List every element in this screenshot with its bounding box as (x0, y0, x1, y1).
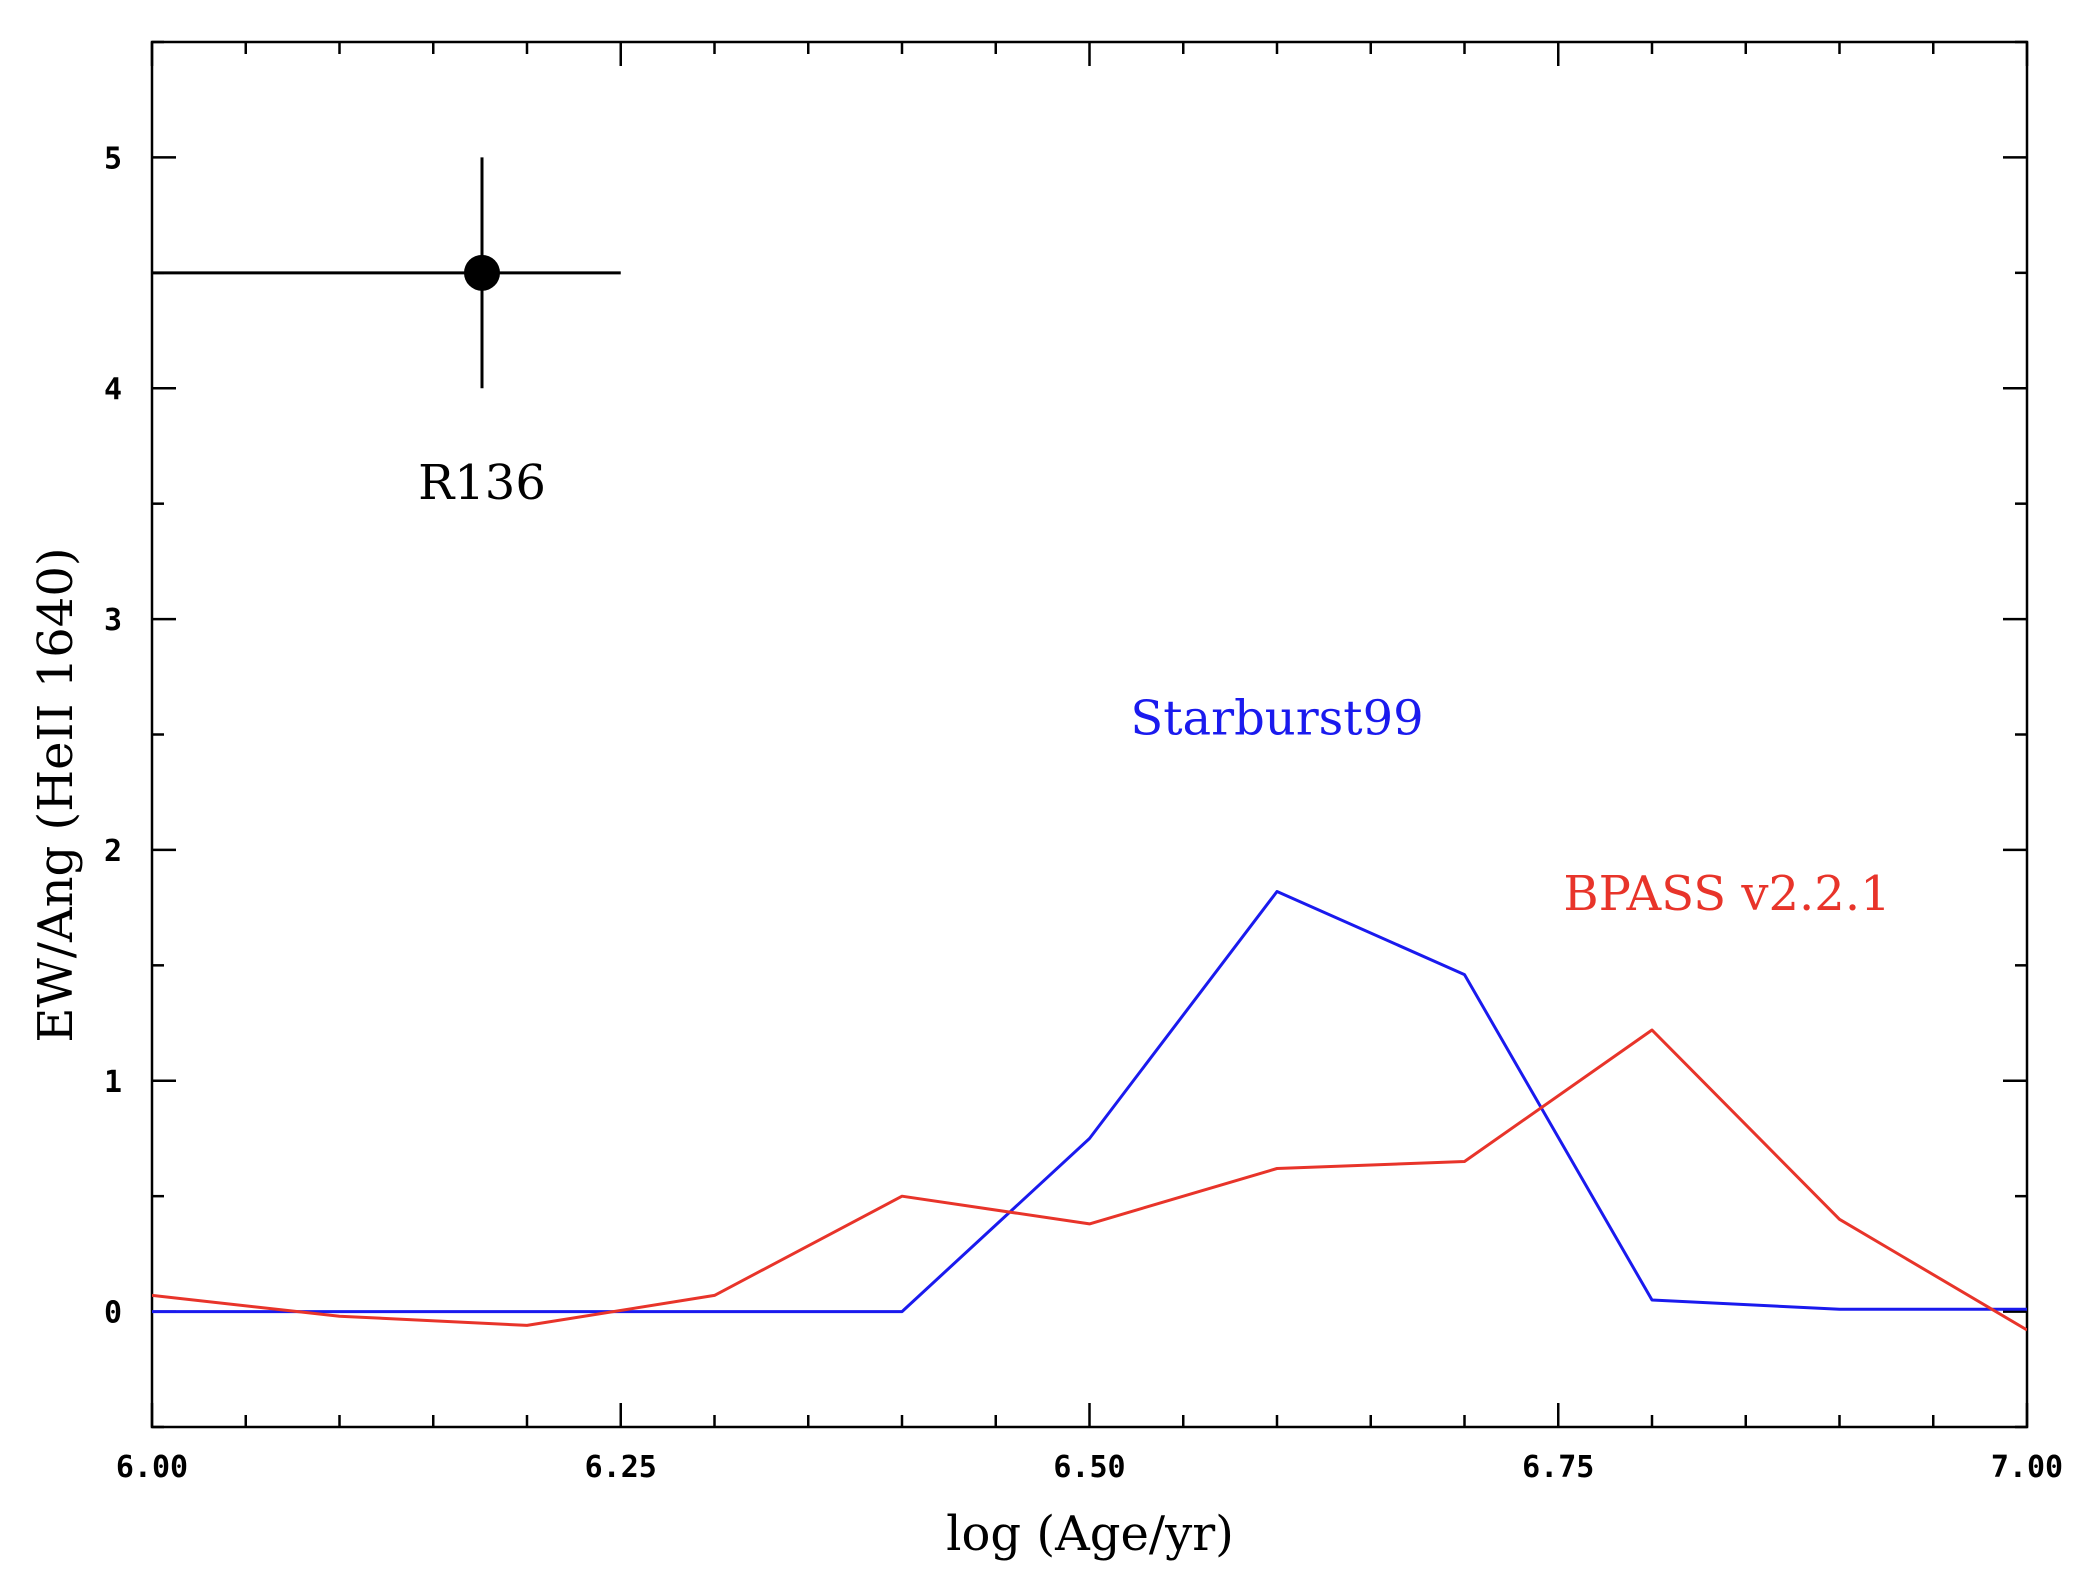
annotation-r136: R136 (418, 455, 546, 511)
series-layer (152, 890, 2027, 1332)
annotations: R136 Starburst99 BPASS v2.2.1 (418, 455, 1891, 922)
y-axis-ticks: 0 1 2 3 4 5 (104, 141, 2027, 1331)
x-tick-label: 6.00 (116, 1450, 188, 1485)
x-axis-ticks: 6.00 6.25 6.50 6.75 7.00 (116, 42, 2063, 1485)
points-layer (152, 157, 621, 389)
y-tick-label: 4 (104, 372, 122, 407)
annotation-starburst99: Starburst99 (1130, 691, 1423, 747)
series-line-bpass-v2-2-1 (152, 1028, 2027, 1332)
annotation-bpass-v2-2-1: BPASS v2.2.1 (1563, 866, 1890, 922)
y-tick-label: 1 (104, 1065, 122, 1100)
x-tick-label: 6.75 (1522, 1450, 1594, 1485)
x-tick-label: 6.50 (1053, 1450, 1125, 1485)
minor-ticks (152, 40, 2027, 1429)
x-tick-label: 7.00 (1991, 1450, 2063, 1485)
y-axis-title: EW/Ang (HeII 1640) (28, 547, 84, 1042)
y-tick-label: 5 (104, 141, 122, 176)
plot-frame (150, 40, 2029, 1429)
x-tick-label: 6.25 (585, 1450, 657, 1485)
data-point-r136 (464, 254, 500, 291)
y-tick-label: 0 (104, 1296, 122, 1331)
y-tick-label: 2 (104, 834, 122, 869)
y-tick-label: 3 (104, 603, 122, 638)
x-axis-title: log (Age/yr) (946, 1506, 1234, 1562)
plot-border (150, 40, 2029, 1429)
series-line-starburst99 (152, 890, 2027, 1314)
